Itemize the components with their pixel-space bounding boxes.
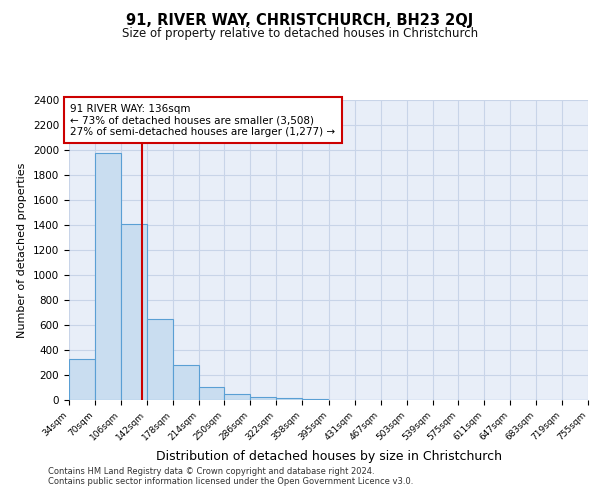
Bar — [95, 153, 121, 400]
Text: Contains public sector information licensed under the Open Government Licence v3: Contains public sector information licen… — [48, 477, 413, 486]
Bar — [250, 397, 277, 400]
Text: 91, RIVER WAY, CHRISTCHURCH, BH23 2QJ: 91, RIVER WAY, CHRISTCHURCH, BH23 2QJ — [127, 12, 473, 28]
Bar — [199, 387, 224, 400]
X-axis label: Distribution of detached houses by size in Christchurch: Distribution of detached houses by size … — [155, 450, 502, 463]
Y-axis label: Number of detached properties: Number of detached properties — [17, 162, 28, 338]
Text: Contains HM Land Registry data © Crown copyright and database right 2024.: Contains HM Land Registry data © Crown c… — [48, 467, 374, 476]
Bar — [121, 224, 147, 400]
Bar — [224, 394, 250, 400]
Bar — [147, 319, 173, 400]
Text: 91 RIVER WAY: 136sqm
← 73% of detached houses are smaller (3,508)
27% of semi-de: 91 RIVER WAY: 136sqm ← 73% of detached h… — [70, 104, 335, 137]
Text: Size of property relative to detached houses in Christchurch: Size of property relative to detached ho… — [122, 28, 478, 40]
Bar — [173, 365, 199, 400]
Bar — [277, 398, 302, 400]
Bar — [69, 359, 95, 400]
